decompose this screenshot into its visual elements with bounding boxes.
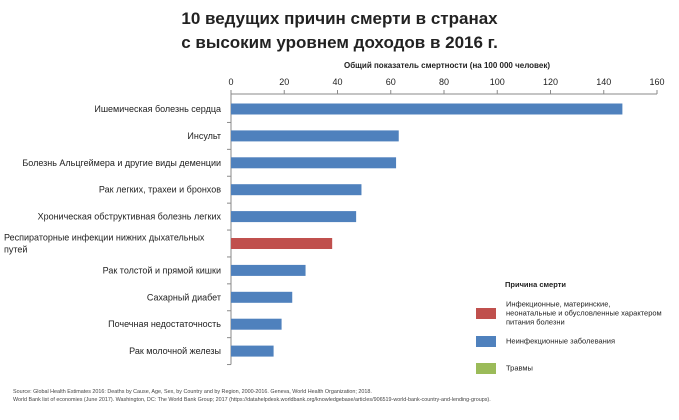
legend-label-0-line-1: неонатальные и обусловленные характером xyxy=(506,309,662,318)
legend-swatch-1 xyxy=(476,336,496,347)
legend-label-0-line-0: Инфекционные, материнские, xyxy=(506,300,611,309)
category-label-8: Почечная недостаточность xyxy=(108,319,221,329)
x-tick-label-3: 60 xyxy=(386,77,396,87)
bar-7 xyxy=(231,291,293,303)
legend-label-2: Травмы xyxy=(506,364,533,373)
chart-title-line-1: 10 ведущих причин смерти в странах xyxy=(181,9,498,28)
bar-0 xyxy=(231,103,623,115)
bar-5 xyxy=(231,238,333,249)
bar-1 xyxy=(231,130,399,142)
category-label-7-line-0: Сахарный диабет xyxy=(147,292,221,302)
x-tick-label-5: 100 xyxy=(490,77,505,87)
category-label-0: Ишемическая болезнь сердца xyxy=(94,104,221,114)
x-tick-label-7: 140 xyxy=(596,77,611,87)
bar-4 xyxy=(231,211,357,223)
chart-title-line-2: с высоким уровнем доходов в 2016 г. xyxy=(181,33,498,52)
category-label-0-line-0: Ишемическая болезнь сердца xyxy=(94,104,221,114)
category-label-8-line-0: Почечная недостаточность xyxy=(108,319,221,329)
x-tick-label-0: 0 xyxy=(228,77,233,87)
category-label-9-line-0: Рак молочной железы xyxy=(129,346,221,356)
category-label-1: Инсульт xyxy=(187,131,221,141)
legend-label-1: Неинфекционные заболевания xyxy=(506,337,615,346)
category-label-2-line-0: Болезнь Альцгеймера и другие виды деменц… xyxy=(22,158,221,168)
legend-label-0: Инфекционные, материнские, неонатальные и… xyxy=(506,300,662,327)
legend-label-2-line-0: Травмы xyxy=(506,364,533,373)
category-label-7: Сахарный диабет xyxy=(147,292,221,302)
bar-8 xyxy=(231,318,282,330)
category-label-1-line-0: Инсульт xyxy=(187,131,221,141)
bar-2 xyxy=(231,157,397,169)
bar-3 xyxy=(231,184,362,196)
category-label-4-line-0: Хроническая обструктивная болезнь легких xyxy=(38,212,222,222)
bar-9 xyxy=(231,345,274,357)
category-label-3: Рак легких, трахеи и бронхов xyxy=(99,185,221,195)
category-label-6: Рак толстой и прямой кишки xyxy=(103,265,221,275)
category-label-9: Рак молочной железы xyxy=(129,346,221,356)
x-tick-label-8: 160 xyxy=(649,77,664,87)
source-note-2: World Bank list of economies (June 2017)… xyxy=(13,397,491,403)
legend-swatch-0 xyxy=(476,308,496,319)
x-tick-label-6: 120 xyxy=(543,77,558,87)
category-label-6-line-0: Рак толстой и прямой кишки xyxy=(103,265,221,275)
legend-swatch-2 xyxy=(476,363,496,374)
category-label-5: Респираторные инфекции нижних дыхательны… xyxy=(4,233,205,255)
category-label-2: Болезнь Альцгеймера и другие виды деменц… xyxy=(22,158,221,168)
x-axis-label: Общий показатель смертности (на 100 000 … xyxy=(344,61,550,70)
category-label-4: Хроническая обструктивная болезнь легких xyxy=(38,212,222,222)
legend-label-1-line-0: Неинфекционные заболевания xyxy=(506,337,615,346)
x-tick-label-1: 20 xyxy=(279,77,289,87)
x-tick-label-2: 40 xyxy=(332,77,342,87)
category-label-5-line-0: Респираторные инфекции нижних дыхательны… xyxy=(4,233,205,243)
category-label-5-line-1: путей xyxy=(4,245,27,255)
legend-title: Причина смерти xyxy=(505,280,566,289)
legend-label-0-line-2: питания болезни xyxy=(506,318,565,327)
source-note-1: Source: Global Health Estimates 2016: De… xyxy=(13,389,372,395)
bar-6 xyxy=(231,264,306,276)
category-label-3-line-0: Рак легких, трахеи и бронхов xyxy=(99,185,221,195)
x-tick-label-4: 80 xyxy=(439,77,449,87)
